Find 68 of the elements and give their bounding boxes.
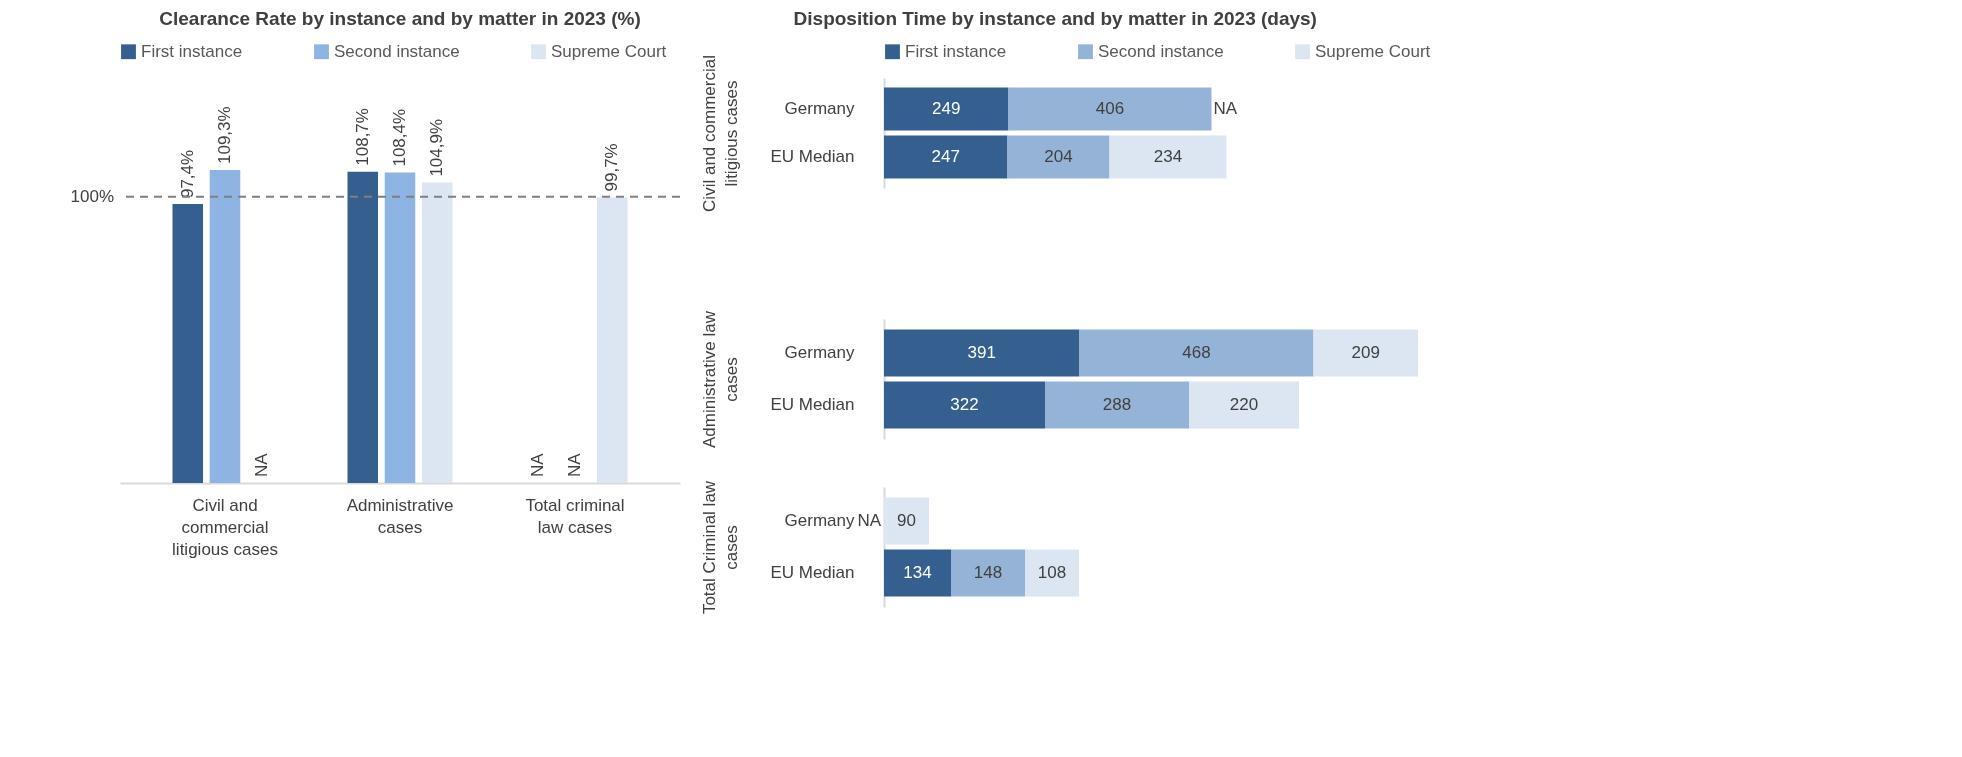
y-axis-title: Civil and commercial litigious cases	[699, 55, 741, 212]
legend-label: Supreme Court	[551, 41, 667, 61]
bar	[1007, 135, 1110, 179]
data-label: 97,4%	[177, 149, 197, 199]
bar	[384, 172, 416, 483]
x-tick-label: Administrative cases	[346, 495, 454, 537]
y-tick-label: Germany	[784, 510, 855, 530]
bar	[421, 182, 453, 483]
text: NA	[857, 510, 881, 530]
bar	[951, 549, 1025, 597]
chart-title: Disposition Time by instance and by matter in 2023 (days)	[793, 8, 1317, 29]
y-tick-label: EU Median	[770, 395, 855, 415]
bar	[596, 197, 628, 483]
y-tick-label: Germany	[784, 99, 855, 119]
bar	[1025, 549, 1079, 597]
bar	[1079, 329, 1314, 377]
bar	[884, 549, 951, 597]
legend-label: Second instance	[334, 41, 460, 61]
data-label: 322	[950, 395, 979, 415]
data-label: 468	[1182, 342, 1211, 362]
bar	[884, 329, 1080, 377]
bar	[209, 170, 241, 483]
y-tick-label: EU Median	[770, 146, 855, 166]
data-label: 148	[973, 563, 1003, 583]
x-tick-label: Civil and commercial litigious cases	[172, 495, 278, 559]
x-tick-label: Total criminal law cases	[525, 495, 625, 537]
bar	[172, 204, 204, 483]
bar	[884, 497, 929, 545]
bar	[1313, 329, 1418, 377]
bar	[347, 171, 379, 483]
y-tick-label: EU Median	[770, 563, 855, 583]
data-label: 234	[1153, 146, 1183, 166]
legend-label: Second instance	[1098, 41, 1224, 61]
y-axis-title: Total Criminal law cases	[699, 480, 741, 615]
data-label: 134	[903, 563, 932, 583]
data-label: 204	[1044, 146, 1073, 166]
legend-label: First instance	[905, 41, 1007, 61]
data-label: 108,4%	[390, 108, 409, 167]
text: NA	[252, 453, 272, 477]
text: NA	[1213, 99, 1238, 119]
data-label: 249	[932, 99, 961, 119]
text: NA	[527, 453, 547, 477]
legend-label: Supreme Court	[1315, 41, 1431, 61]
data-label: 406	[1095, 99, 1125, 119]
data-label: 391	[967, 342, 996, 362]
data-label: 288	[1102, 395, 1132, 415]
bar	[884, 87, 1009, 131]
data-label: 109,3%	[215, 106, 234, 164]
bar	[884, 135, 1008, 179]
data-label: 247	[931, 146, 960, 166]
bar	[1008, 87, 1212, 131]
bar	[884, 381, 1045, 429]
data-label: 90	[897, 510, 916, 530]
data-label: 99,7%	[602, 143, 622, 192]
data-label: 104,9%	[427, 118, 447, 177]
bar	[1045, 381, 1189, 429]
bar	[1189, 381, 1299, 429]
chart-title: Clearance Rate by instance and by matter in 2023 (%)	[159, 8, 641, 29]
data-label: 220	[1229, 395, 1259, 415]
data-label: 108,7%	[352, 108, 372, 166]
text: NA	[565, 453, 584, 477]
legend-label: First instance	[141, 41, 243, 61]
bar	[1109, 135, 1227, 179]
y-tick-label: Germany	[784, 342, 855, 362]
data-label: 108	[1037, 563, 1067, 583]
y-axis-title: Administrative law cases	[699, 310, 741, 448]
data-label: 209	[1351, 342, 1380, 362]
ref-line-label: 100%	[70, 186, 114, 206]
